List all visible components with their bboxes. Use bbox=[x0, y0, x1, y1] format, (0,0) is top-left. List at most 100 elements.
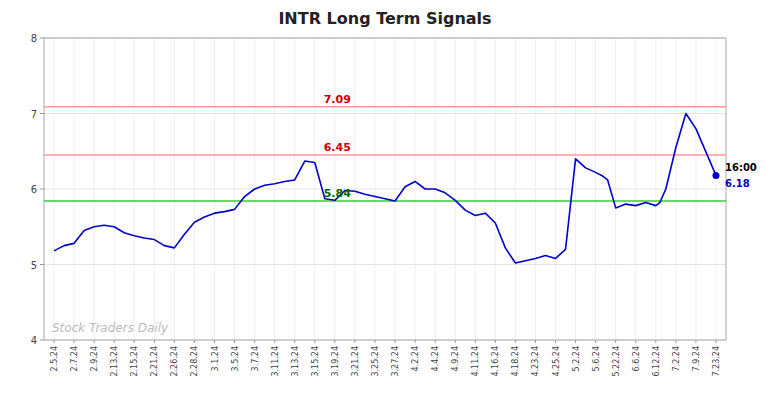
grid-line-x bbox=[274, 38, 275, 340]
grid-line-x bbox=[54, 38, 55, 340]
x-tick bbox=[234, 340, 235, 343]
x-tick-label: 2.28.24 bbox=[190, 346, 199, 377]
grid-line-x bbox=[374, 38, 375, 340]
y-axis: 4 5 6 7 8 bbox=[31, 33, 44, 346]
x-tick-label: 5.6.24 bbox=[592, 346, 601, 371]
x-tick bbox=[655, 340, 656, 343]
x-tick bbox=[134, 340, 135, 343]
x-tick bbox=[615, 340, 616, 343]
grid-line-x bbox=[475, 38, 476, 340]
grid-line-x bbox=[354, 38, 355, 340]
x-tick-label: 2.26.24 bbox=[170, 346, 179, 377]
x-tick-label: 4.9.24 bbox=[451, 346, 460, 371]
x-tick bbox=[455, 340, 456, 343]
x-tick bbox=[495, 340, 496, 343]
x-tick bbox=[334, 340, 335, 343]
x-tick bbox=[595, 340, 596, 343]
x-tick bbox=[515, 340, 516, 343]
grid-line-x bbox=[114, 38, 115, 340]
x-tick bbox=[435, 340, 436, 343]
x-tick-label: 3.15.24 bbox=[311, 346, 320, 377]
x-tick-label: 3.21.24 bbox=[351, 346, 360, 377]
x-axis: 2.5.242.7.242.9.242.13.242.15.242.21.242… bbox=[50, 340, 721, 377]
level-line bbox=[44, 200, 726, 202]
x-tick bbox=[114, 340, 115, 343]
grid-line-x bbox=[495, 38, 496, 340]
grid-line-y bbox=[44, 189, 726, 190]
price-line bbox=[54, 114, 716, 263]
end-point bbox=[712, 172, 719, 179]
grid-line-y bbox=[44, 113, 726, 114]
grid-line-x bbox=[174, 38, 175, 340]
y-tick bbox=[40, 189, 44, 190]
x-tick bbox=[194, 340, 195, 343]
level-label: 7.09 bbox=[324, 93, 351, 106]
x-tick-label: 3.1.24 bbox=[211, 346, 220, 371]
plot-area bbox=[44, 107, 726, 263]
x-tick-label: 3.11.24 bbox=[271, 346, 280, 377]
y-tick bbox=[40, 264, 44, 265]
x-tick-label: 2.13.24 bbox=[110, 346, 119, 377]
x-tick bbox=[395, 340, 396, 343]
y-tick-label: 5 bbox=[31, 260, 37, 271]
grid-line-x bbox=[194, 38, 195, 340]
x-tick-label: 2.9.24 bbox=[90, 346, 99, 371]
end-time-label: 16:00 bbox=[725, 162, 757, 173]
x-tick bbox=[374, 340, 375, 343]
x-tick-label: 4.25.24 bbox=[552, 346, 561, 377]
grid-line-x bbox=[234, 38, 235, 340]
x-tick bbox=[274, 340, 275, 343]
x-tick-label: 3.13.24 bbox=[291, 346, 300, 377]
grid-line-x bbox=[715, 38, 716, 340]
x-tick-label: 2.5.24 bbox=[50, 346, 59, 371]
grid-line-x bbox=[314, 38, 315, 340]
level-label: 6.45 bbox=[324, 141, 351, 154]
x-tick-label: 2.7.24 bbox=[70, 346, 79, 371]
x-tick-label: 3.19.24 bbox=[331, 346, 340, 377]
x-tick bbox=[74, 340, 75, 343]
watermark: Stock Traders Daily bbox=[52, 321, 169, 335]
x-tick bbox=[635, 340, 636, 343]
x-tick-label: 7.2.24 bbox=[672, 346, 681, 371]
y-tick-label: 8 bbox=[31, 33, 37, 44]
x-tick bbox=[575, 340, 576, 343]
grid-line-y bbox=[44, 264, 726, 265]
x-tick bbox=[475, 340, 476, 343]
x-tick-label: 4.4.24 bbox=[431, 346, 440, 371]
x-tick bbox=[294, 340, 295, 343]
x-tick-label: 5.22.24 bbox=[612, 346, 621, 377]
x-tick-label: 4.11.24 bbox=[471, 346, 480, 377]
grid-line-x bbox=[154, 38, 155, 340]
x-tick bbox=[535, 340, 536, 343]
x-tick bbox=[675, 340, 676, 343]
grid-line-x bbox=[655, 38, 656, 340]
x-tick bbox=[154, 340, 155, 343]
grid-line-x bbox=[555, 38, 556, 340]
x-tick bbox=[715, 340, 716, 343]
grid-line-x bbox=[455, 38, 456, 340]
grid-line-x bbox=[615, 38, 616, 340]
y-tick-label: 6 bbox=[31, 184, 37, 195]
grid-line-x bbox=[695, 38, 696, 340]
y-tick-label: 7 bbox=[31, 109, 37, 120]
x-tick-label: 3.5.24 bbox=[231, 346, 240, 371]
x-tick bbox=[415, 340, 416, 343]
level-line bbox=[44, 154, 726, 156]
x-tick bbox=[555, 340, 556, 343]
y-tick bbox=[40, 340, 44, 341]
x-tick-label: 4.18.24 bbox=[511, 346, 520, 377]
x-tick-label: 4.16.24 bbox=[491, 346, 500, 377]
y-tick-label: 4 bbox=[31, 335, 37, 346]
plot-frame bbox=[44, 38, 726, 340]
grid-line-x bbox=[134, 38, 135, 340]
title: INTR Long Term Signals bbox=[278, 9, 491, 28]
grid-line-x bbox=[595, 38, 596, 340]
x-tick-label: 4.2.24 bbox=[411, 346, 420, 371]
y-tick bbox=[40, 113, 44, 114]
grid-line-x bbox=[515, 38, 516, 340]
x-tick bbox=[314, 340, 315, 343]
x-tick bbox=[174, 340, 175, 343]
grid-line-x bbox=[94, 38, 95, 340]
x-tick-label: 4.23.24 bbox=[531, 346, 540, 377]
x-tick bbox=[354, 340, 355, 343]
